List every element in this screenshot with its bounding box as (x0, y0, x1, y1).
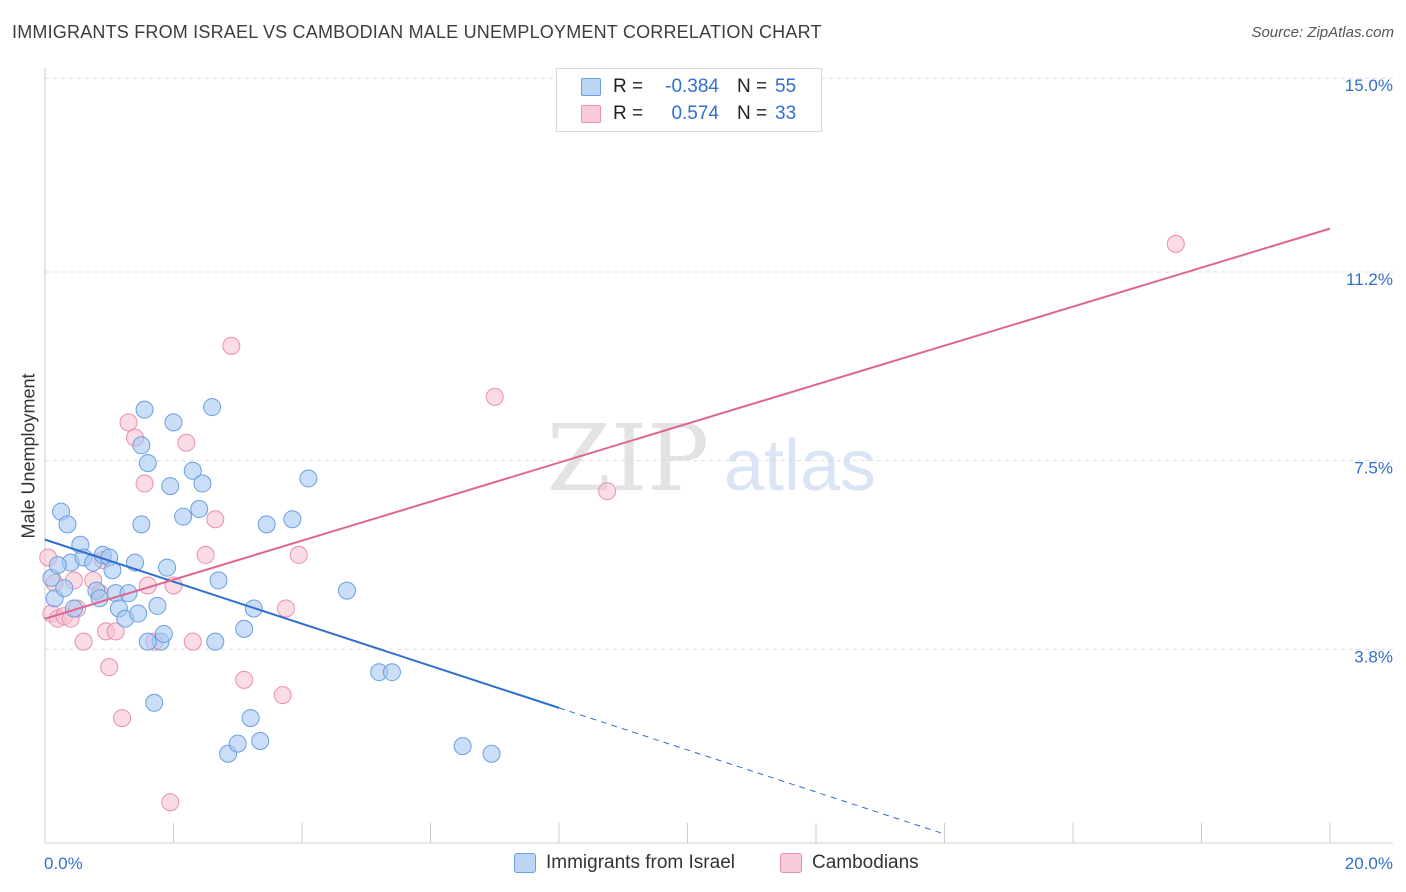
israel-point (132, 436, 151, 455)
legend-swatch-cambodian (581, 105, 601, 123)
israel-trend-line (44, 538, 560, 709)
y-tick-label: 3.8% (1354, 647, 1393, 666)
legend-swatch-israel (581, 78, 601, 96)
cambodian-point (196, 545, 215, 564)
source-credit: Source: ZipAtlas.com (1251, 24, 1394, 41)
legend-item-cambodian[interactable]: Cambodians (780, 852, 919, 874)
israel-point (148, 596, 167, 615)
israel-point (453, 737, 472, 756)
y-tick-label: 11.2% (1346, 270, 1393, 289)
legend-n-value: 33 (775, 103, 797, 124)
legend-n-label: N = (737, 103, 768, 124)
cambodian-point (235, 670, 254, 689)
legend-row-cambodian: R = 0.574 N = 33 (581, 101, 796, 127)
chart-title: IMMIGRANTS FROM ISRAEL VS CAMBODIAN MALE… (12, 22, 822, 42)
cambodian-point (113, 709, 132, 728)
series-legend: Immigrants from Israel Cambodians (0, 852, 1406, 878)
cambodian-point (177, 433, 196, 452)
legend-r-label: R = (613, 103, 644, 124)
israel-point (158, 558, 177, 577)
y-tick-label: 7.5% (1354, 459, 1393, 478)
israel-point (138, 454, 157, 473)
israel-point (164, 413, 183, 432)
legend-label-cambodian: Cambodians (812, 852, 919, 873)
cambodian-point (74, 632, 93, 651)
israel-point (135, 400, 154, 419)
israel-trend-extension (558, 707, 945, 835)
cambodian-trend-line (44, 227, 1331, 620)
israel-point (482, 744, 501, 763)
axes (44, 68, 1393, 844)
legend-swatch-israel (514, 853, 536, 873)
cambodian-point (485, 387, 504, 406)
israel-point (209, 571, 228, 590)
israel-point (382, 663, 401, 682)
legend-r-label: R = (613, 76, 644, 97)
israel-point (283, 510, 302, 529)
israel-point (337, 581, 356, 600)
israel-point (190, 500, 209, 519)
israel-point (183, 461, 202, 480)
israel-point (228, 734, 247, 753)
cambodian-point (276, 599, 295, 618)
israel-point (154, 624, 173, 643)
israel-point (193, 474, 212, 493)
legend-item-israel[interactable]: Immigrants from Israel (514, 852, 735, 874)
cambodian-point (206, 510, 225, 529)
israel-point (174, 507, 193, 526)
legend-r-value: 0.574 (671, 103, 719, 124)
cambodian-point (598, 482, 617, 501)
israel-point (132, 515, 151, 534)
watermark-atlas: atlas (724, 426, 876, 506)
israel-point (145, 693, 164, 712)
cambodian-point (222, 336, 241, 355)
x-tick-label: 0.0% (44, 854, 83, 873)
y-axis-label: Male Unemployment (18, 373, 39, 539)
legend-row-israel: R = -0.384 N = 55 (581, 74, 796, 100)
israel-point (58, 515, 77, 534)
trend-lines (44, 227, 1331, 835)
cambodian-point (161, 793, 180, 812)
israel-point (235, 619, 254, 638)
israel-point (241, 709, 260, 728)
israel-point (48, 556, 67, 575)
legend-n-label: N = (737, 76, 768, 97)
cambodian-point (100, 658, 119, 677)
cambodian-point (273, 686, 292, 705)
israel-point (138, 632, 157, 651)
israel-point (161, 477, 180, 496)
israel-point (257, 515, 276, 534)
legend-r-value: -0.384 (665, 76, 719, 97)
israel-point (299, 469, 318, 488)
series-cambodians (39, 234, 1185, 812)
cambodian-point (119, 413, 138, 432)
tick-labels: 3.8% 7.5% 11.2% 15.0% 0.0% 20.0% (44, 76, 1393, 873)
israel-point (55, 579, 74, 598)
israel-point (251, 732, 270, 751)
cambodian-point (106, 622, 125, 641)
israel-point (64, 599, 83, 618)
watermark: ZIP atlas (547, 405, 876, 512)
grid-lines (45, 77, 1393, 650)
cambodian-point (1166, 234, 1185, 253)
cambodian-point (135, 474, 154, 493)
correlation-legend: R = -0.384 N = 55 R = 0.574 N = 33 (556, 68, 822, 132)
legend-n-value: 55 (775, 76, 797, 97)
cambodian-point (183, 632, 202, 651)
legend-swatch-cambodian (780, 853, 802, 873)
legend-label-israel: Immigrants from Israel (546, 852, 735, 873)
israel-point (129, 604, 148, 623)
cambodian-point (289, 545, 308, 564)
x-tick-label: 20.0% (1345, 854, 1393, 873)
israel-point (203, 398, 222, 417)
israel-point (206, 632, 225, 651)
y-tick-label: 15.0% (1345, 76, 1393, 95)
series-immigrants-from-israel (42, 398, 501, 763)
